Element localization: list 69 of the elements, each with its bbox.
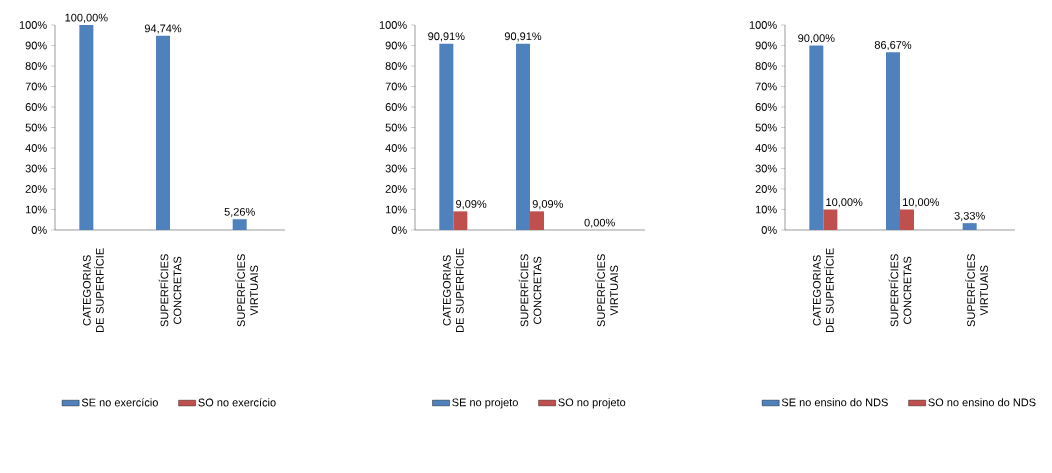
bar: [809, 45, 824, 230]
data-label: 86,67%: [874, 41, 912, 51]
data-label: 10,00%: [903, 198, 940, 208]
y-tick-label: 60%: [25, 103, 47, 111]
legend-label: SO no exercício: [198, 398, 276, 407]
y-tick-label: 50%: [755, 123, 777, 132]
legend-label: SE no projeto: [452, 398, 518, 409]
legend-label: SO no ensino do NDS: [928, 398, 1036, 407]
y-tick-label: 20%: [385, 185, 407, 193]
y-tick-label: 60%: [385, 103, 407, 111]
y-tick-label: 0%: [391, 226, 407, 234]
y-tick-label: 100%: [379, 21, 407, 29]
data-label: 3,33%: [954, 211, 985, 221]
y-tick-label: 60%: [755, 103, 777, 111]
y-tick-label: 100%: [749, 21, 777, 29]
y-tick-label: 0%: [31, 226, 47, 234]
legend-label: SE no ensino do NDS: [781, 398, 888, 407]
y-tick-label: 30%: [755, 164, 777, 173]
data-label: 100,00%: [65, 13, 108, 23]
y-tick-label: 70%: [755, 82, 777, 91]
data-label: 94,74%: [144, 24, 182, 34]
x-tick-label: CATEGORIAS DE SUPERFÍCIE: [82, 248, 104, 332]
data-label: 90,91%: [504, 32, 542, 42]
y-tick-label: 10%: [755, 205, 777, 214]
x-tick-label: SUPERFÍCIES VIRTUAIS: [965, 254, 988, 327]
y-tick-label: 80%: [755, 62, 777, 70]
data-label: 0,00%: [584, 218, 615, 228]
x-tick-label: CATEGORIAS DE SUPERFÍCIE: [442, 248, 464, 332]
legend-label: SE no exercício: [81, 398, 158, 407]
x-tick-label: SUPERFÍCIES CONCRETAS: [888, 254, 912, 327]
bar: [962, 223, 977, 230]
bar: [156, 35, 171, 230]
x-tick-label: SUPERFÍCIES CONCRETAS: [158, 254, 182, 327]
y-tick-label: 80%: [385, 62, 407, 70]
data-label: 90,91%: [428, 32, 465, 42]
y-tick-label: 100%: [19, 21, 47, 29]
data-label: 9,09%: [532, 200, 563, 210]
y-tick-label: 10%: [385, 205, 407, 214]
y-tick-label: 50%: [25, 123, 47, 132]
bar: [79, 25, 94, 230]
bar: [886, 52, 900, 230]
y-tick-label: 90%: [25, 41, 47, 50]
y-tick-label: 10%: [25, 205, 47, 214]
y-tick-label: 90%: [755, 41, 777, 50]
bar: [823, 209, 838, 230]
y-tick-label: 50%: [385, 123, 407, 132]
y-tick-label: 20%: [25, 185, 47, 193]
y-tick-label: 40%: [25, 144, 47, 152]
y-tick-label: 30%: [385, 164, 407, 173]
bar: [900, 209, 914, 230]
x-tick-label: SUPERFÍCIES VIRTUAIS: [235, 254, 258, 327]
data-label: 10,00%: [826, 198, 863, 208]
y-tick-label: 30%: [25, 164, 47, 173]
x-tick-label: CATEGORIAS DE SUPERFÍCIE: [812, 248, 834, 332]
y-tick-label: 0%: [761, 226, 777, 234]
legend-label: SO no projeto: [558, 398, 626, 409]
y-tick-label: 40%: [755, 144, 777, 152]
x-tick-label: SUPERFÍCIES CONCRETAS: [518, 254, 542, 327]
y-tick-label: 40%: [385, 144, 407, 152]
data-label: 5,26%: [224, 207, 255, 218]
y-tick-label: 90%: [385, 41, 407, 50]
y-tick-label: 80%: [25, 62, 47, 70]
x-tick-label: SUPERFÍCIES VIRTUAIS: [595, 254, 618, 327]
y-tick-label: 70%: [385, 82, 407, 91]
y-tick-label: 70%: [25, 82, 47, 91]
bar: [232, 219, 247, 230]
data-label: 9,09%: [456, 200, 487, 210]
y-tick-label: 20%: [755, 185, 777, 193]
data-label: 90,00%: [798, 34, 835, 44]
